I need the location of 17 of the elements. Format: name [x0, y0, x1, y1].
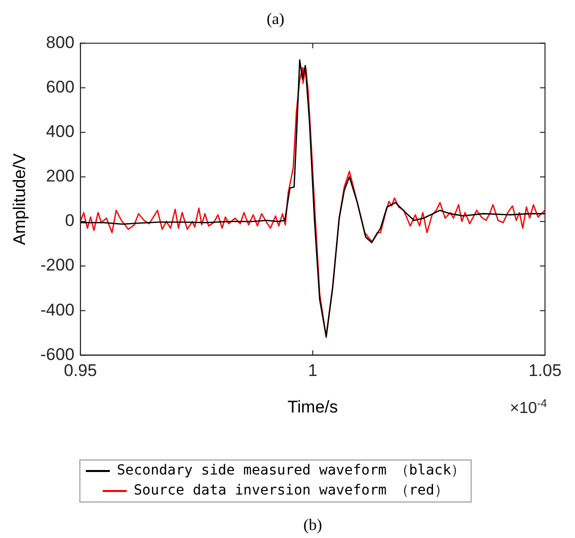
x-axis-title: Time/s	[288, 397, 338, 416]
legend-label: Secondary side measured waveform （black）	[116, 462, 466, 479]
y-tick-label: -600	[40, 344, 74, 364]
chart-title: (a)	[266, 10, 284, 28]
y-axis-title: Amplitude/V	[10, 152, 29, 246]
y-tick-label: 400	[46, 122, 74, 142]
x-tick-label: 0.95	[64, 361, 97, 380]
text: (b)	[303, 517, 322, 534]
y-tick-label: -400	[40, 300, 74, 320]
y-tick-label: -200	[40, 256, 74, 275]
y-tick-label: 0	[64, 211, 74, 230]
x-tick-label: 1	[308, 361, 318, 380]
legend-label: Source data inversion waveform （red）	[134, 482, 448, 499]
y-tick-label: 800	[46, 32, 74, 52]
y-tick-label: 600	[46, 77, 74, 96]
x-tick-label: 1.05	[528, 361, 562, 380]
y-tick-label: 200	[46, 166, 74, 186]
